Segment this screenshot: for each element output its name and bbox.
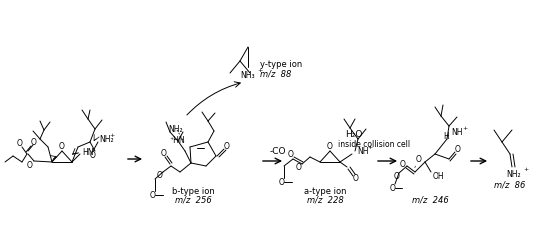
Text: O: O xyxy=(455,145,461,154)
Text: +: + xyxy=(109,133,114,138)
Text: O: O xyxy=(415,155,421,164)
Text: +: + xyxy=(524,167,528,172)
Text: O: O xyxy=(327,142,333,151)
Text: +: + xyxy=(367,145,373,150)
Text: O: O xyxy=(150,191,156,200)
Text: O: O xyxy=(27,161,33,170)
Text: NH₂: NH₂ xyxy=(507,170,521,179)
Text: b-type ion: b-type ion xyxy=(172,187,215,196)
Text: O: O xyxy=(296,163,302,172)
Text: O: O xyxy=(17,139,23,148)
Text: O: O xyxy=(90,151,96,160)
Text: H₂O: H₂O xyxy=(345,130,363,139)
Text: ⁺HN: ⁺HN xyxy=(169,136,185,145)
Text: O: O xyxy=(390,184,396,193)
Text: NH: NH xyxy=(451,128,462,137)
Text: HN: HN xyxy=(82,148,94,157)
Text: m/z  256: m/z 256 xyxy=(175,195,211,204)
Text: +: + xyxy=(462,125,468,130)
Text: y-type ion: y-type ion xyxy=(260,60,302,69)
Text: O: O xyxy=(400,160,406,169)
Text: ,: , xyxy=(414,160,416,169)
Text: OH: OH xyxy=(433,172,444,181)
Text: +: + xyxy=(257,68,263,73)
Text: NH₂: NH₂ xyxy=(99,135,114,144)
Text: NH: NH xyxy=(357,147,369,156)
Text: O: O xyxy=(353,174,359,183)
Text: O: O xyxy=(394,172,400,181)
Text: O: O xyxy=(161,149,167,158)
Text: inside collision cell: inside collision cell xyxy=(338,140,410,149)
Text: O: O xyxy=(157,171,163,180)
Text: m/z  246: m/z 246 xyxy=(411,195,448,204)
Text: NH₃: NH₃ xyxy=(241,71,255,80)
Text: m/z  88: m/z 88 xyxy=(260,69,292,78)
Text: O: O xyxy=(279,178,285,187)
Text: H: H xyxy=(443,132,449,141)
Text: m/z  228: m/z 228 xyxy=(307,195,344,204)
Text: O: O xyxy=(59,142,65,151)
Text: m/z  86: m/z 86 xyxy=(494,180,526,189)
Text: NH₂: NH₂ xyxy=(168,125,183,134)
Text: O: O xyxy=(288,150,294,159)
Text: O: O xyxy=(31,138,37,147)
Text: a-type ion: a-type ion xyxy=(304,187,346,196)
Text: -CO: -CO xyxy=(270,147,286,156)
Text: O: O xyxy=(224,142,230,151)
